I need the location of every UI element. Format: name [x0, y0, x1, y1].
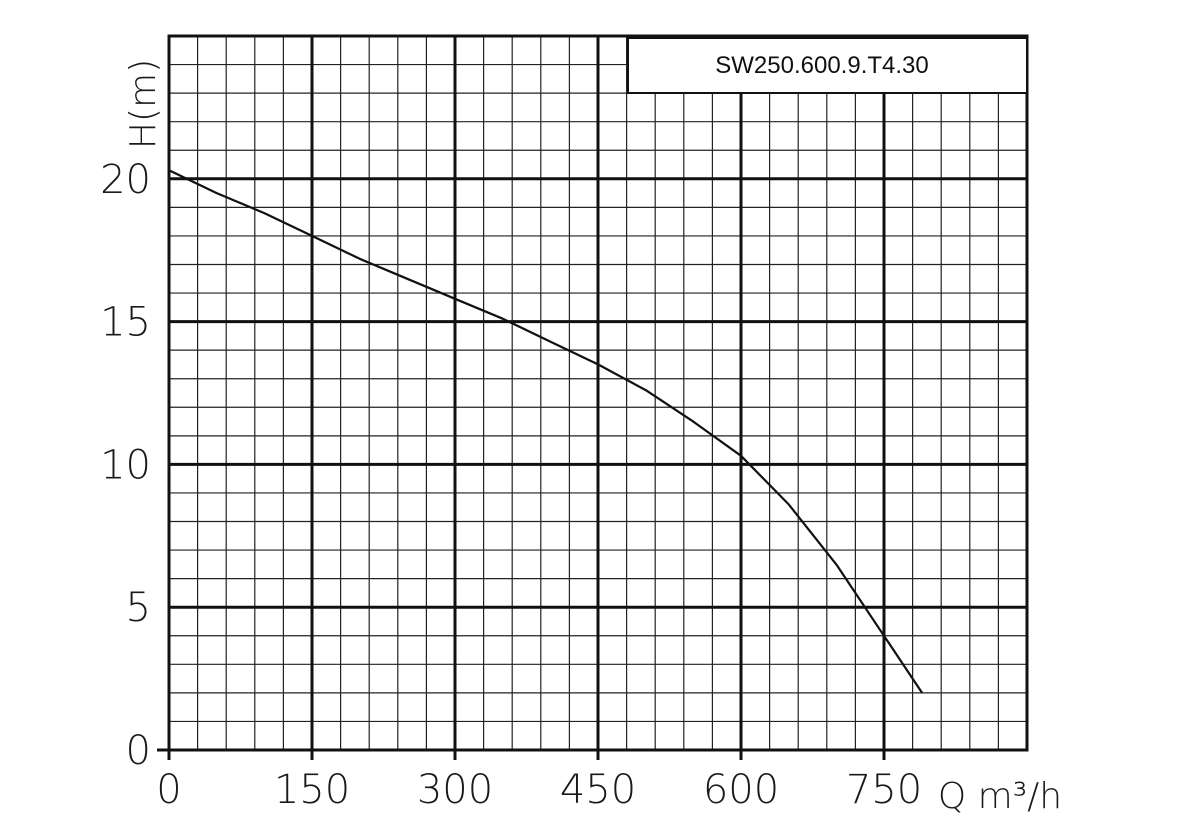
series-line-head [168, 169, 924, 694]
x-tick-label: 450 [560, 767, 636, 813]
x-tick-label: 300 [417, 767, 493, 813]
y-tick-label: 10 [100, 442, 151, 488]
chart-title: SW250.600.9.T4.30 [715, 52, 928, 79]
grid [157, 34, 1029, 760]
y-tick-label: 15 [100, 300, 151, 346]
x-axis-title: Q m³/h [938, 776, 1062, 817]
x-tick-label: 0 [156, 767, 181, 813]
y-tick-label: 0 [126, 728, 151, 774]
x-tick-label: 600 [703, 767, 779, 813]
x-tick-labels: 0 150 300 450 600 750 [156, 767, 922, 813]
title-box: SW250.600.9.T4.30 [627, 37, 1028, 94]
y-tick-labels: 0 5 10 15 20 [100, 157, 151, 774]
y-axis-title: H(m) [123, 59, 164, 149]
curve-layer [168, 169, 924, 694]
y-tick-label: 5 [126, 585, 151, 631]
y-tick-label: 20 [100, 157, 151, 203]
x-tick-label: 750 [846, 767, 922, 813]
x-tick-label: 150 [274, 767, 350, 813]
